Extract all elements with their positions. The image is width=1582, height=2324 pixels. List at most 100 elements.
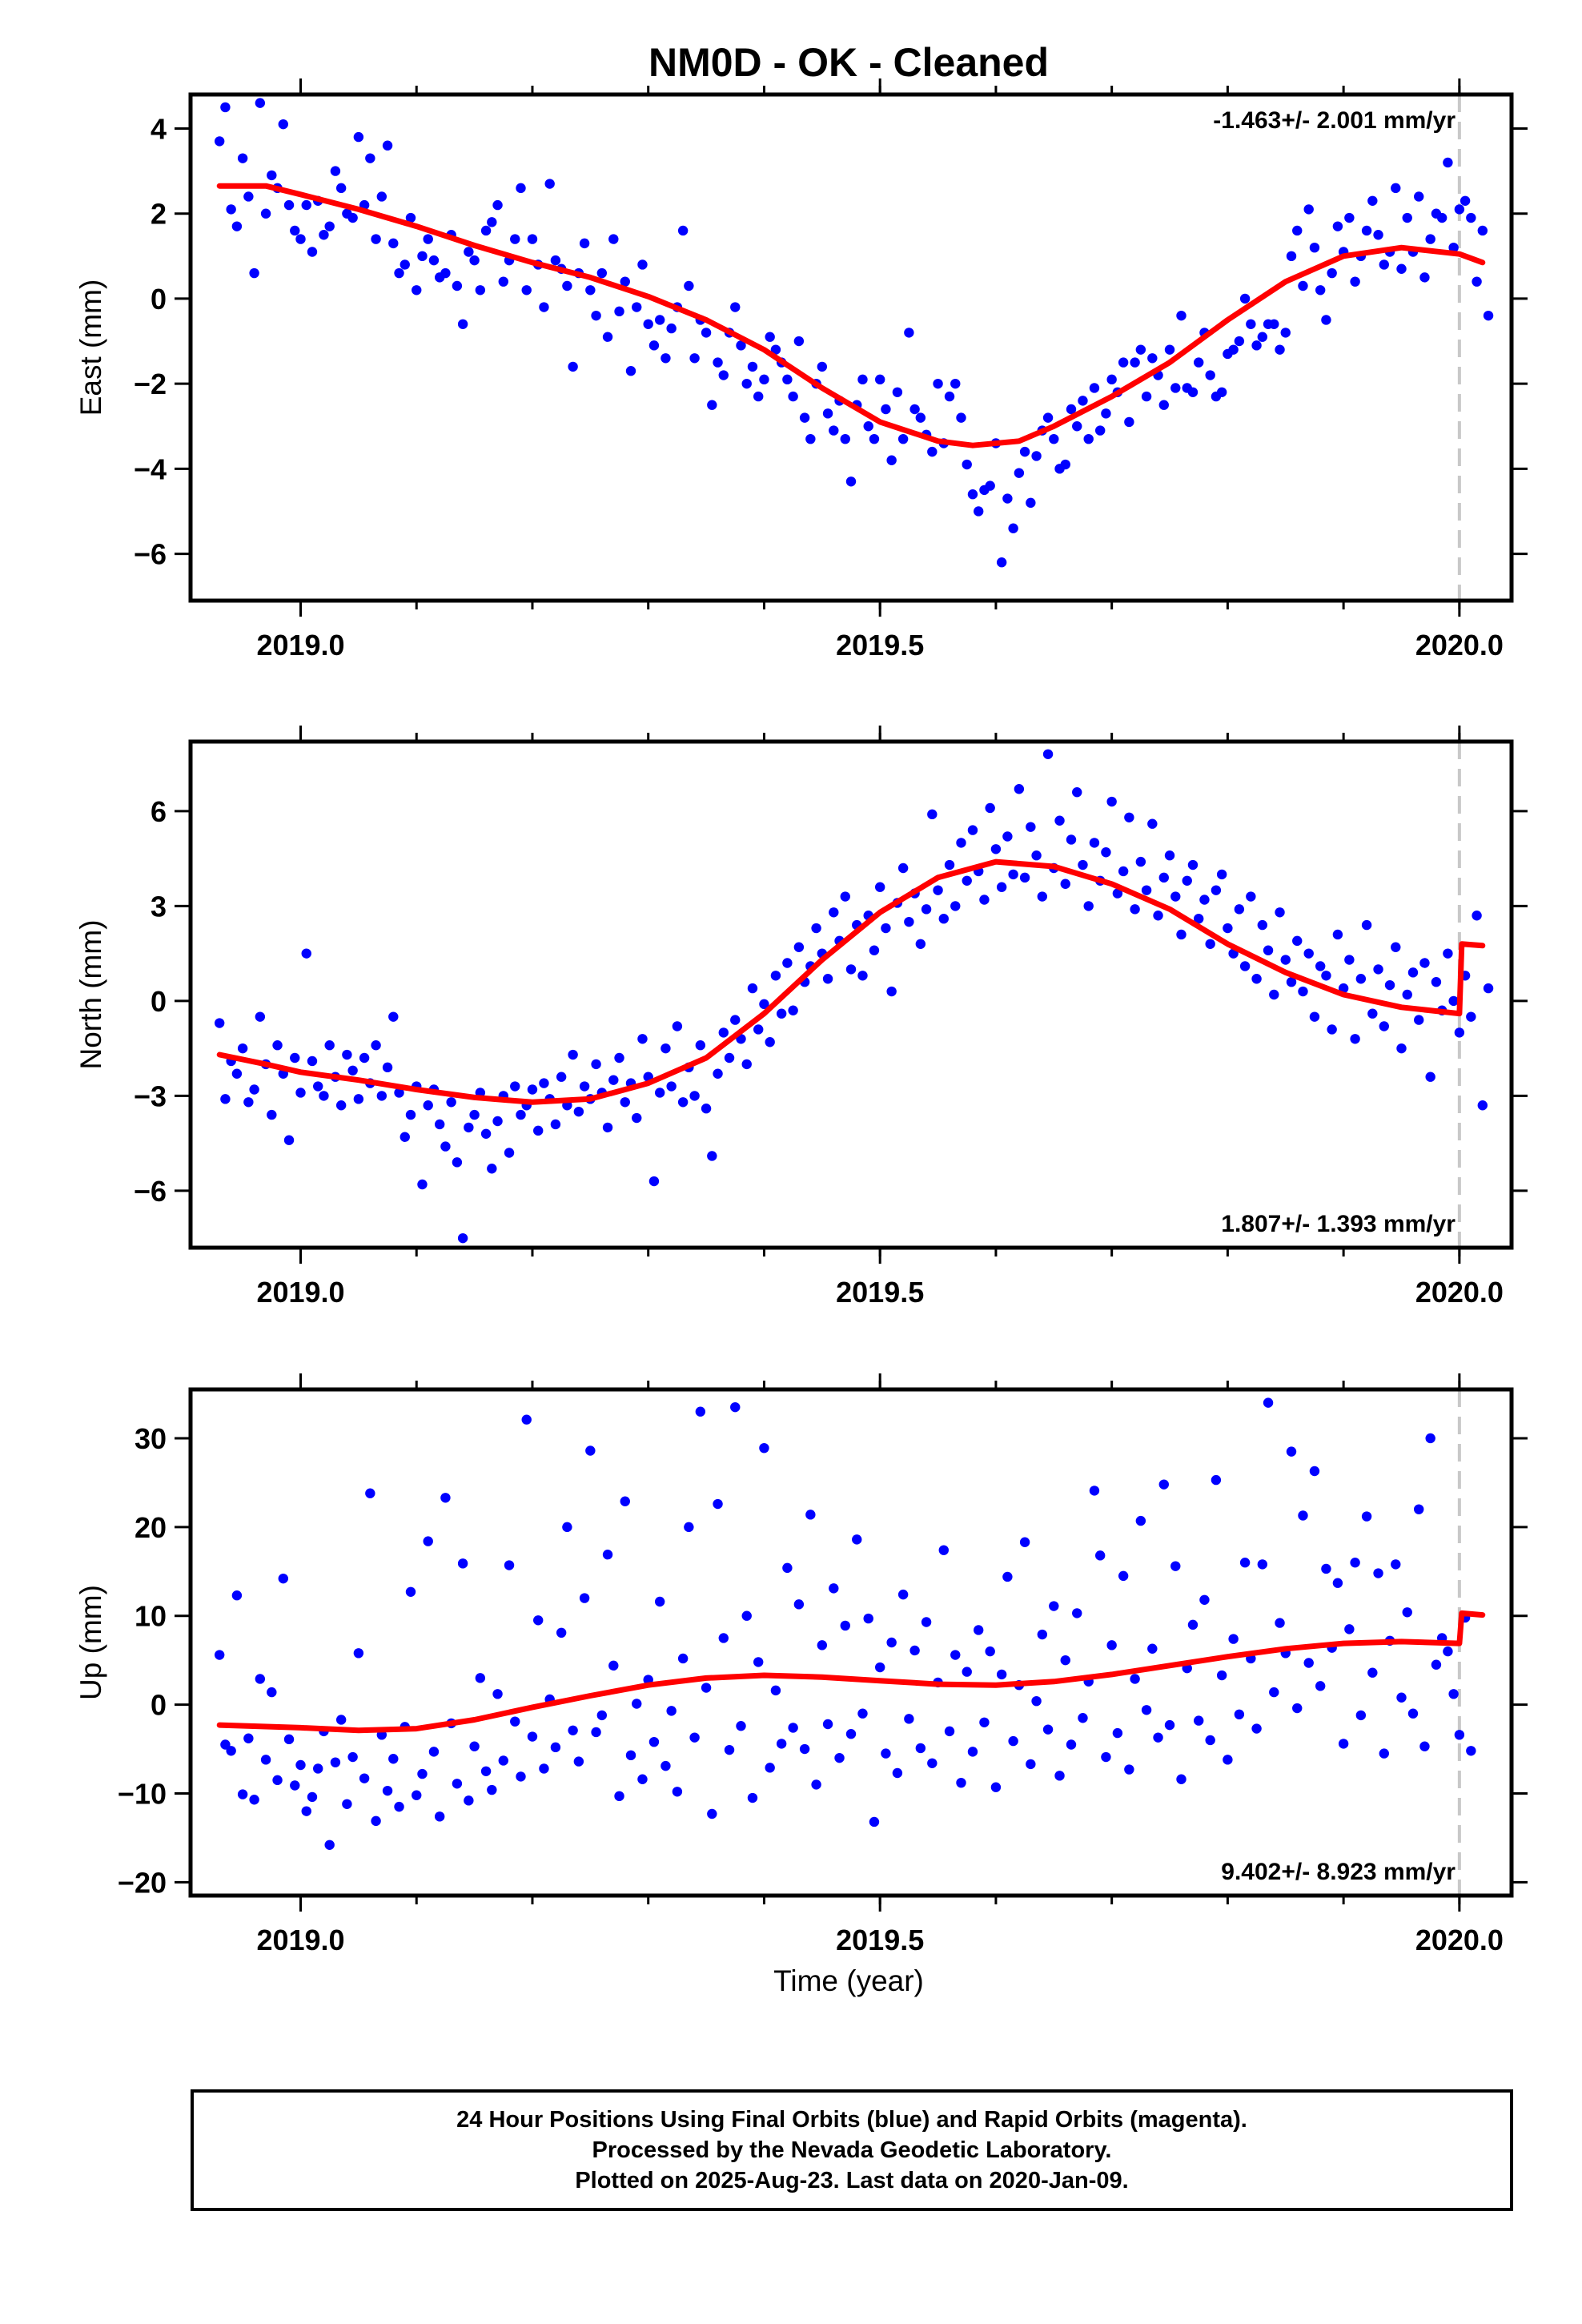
north-data-point — [504, 1148, 515, 1158]
up-data-point — [776, 1739, 787, 1749]
up-fit-line — [216, 1610, 1486, 1734]
east-data-point — [1026, 497, 1036, 509]
north-data-point — [1419, 958, 1430, 968]
north-y-tick-label: 0 — [151, 985, 167, 1018]
footer-caption-box: 24 Hour Positions Using Final Orbits (bl… — [191, 2089, 1513, 2211]
east-data-point — [632, 302, 642, 312]
up-data-point — [550, 1742, 561, 1753]
north-data-point — [1083, 901, 1094, 911]
up-data-point — [747, 1792, 758, 1803]
east-data-point — [382, 140, 393, 151]
up-data-point — [950, 1650, 961, 1660]
up-data-point — [956, 1777, 966, 1788]
up-data-point — [394, 1801, 404, 1812]
east-x-tick-label: 2019.5 — [836, 629, 924, 661]
east-data-point — [1072, 421, 1082, 432]
east-data-point — [962, 459, 972, 470]
north-data-point — [979, 895, 990, 905]
up-data-point — [1187, 1619, 1199, 1630]
east-data-point — [1298, 280, 1308, 292]
north-data-point — [1164, 850, 1175, 861]
east-data-point — [428, 255, 440, 266]
north-data-point — [1303, 948, 1314, 959]
north-data-point — [1286, 977, 1297, 987]
up-data-point — [1396, 1692, 1407, 1703]
north-data-point — [464, 1122, 474, 1133]
up-data-point — [608, 1660, 619, 1671]
north-data-point — [1141, 885, 1152, 895]
east-data-point — [1019, 446, 1030, 457]
north-data-point — [1355, 974, 1367, 984]
east-data-point — [684, 280, 694, 292]
north-data-point — [440, 1141, 451, 1152]
north-data-point — [1124, 812, 1134, 822]
north-data-point — [1425, 1072, 1435, 1082]
up-data-point — [1049, 1601, 1059, 1611]
north-data-point — [324, 1040, 335, 1051]
east-data-point — [283, 199, 295, 211]
up-data-point — [388, 1754, 399, 1764]
east-data-point — [741, 378, 752, 389]
up-data-point — [510, 1716, 520, 1727]
up-data-point — [1026, 1759, 1036, 1770]
up-data-point — [412, 1790, 422, 1800]
north-y-tick-label: 3 — [151, 890, 167, 923]
up-data-point — [1072, 1608, 1082, 1618]
north-data-point — [741, 1059, 752, 1070]
up-data-point — [1419, 1741, 1430, 1751]
east-data-point — [1187, 387, 1199, 397]
up-data-point — [793, 1599, 805, 1610]
up-data-point — [1402, 1607, 1412, 1618]
up-data-point — [718, 1633, 729, 1643]
up-data-point — [1089, 1486, 1100, 1496]
east-velocity-label: -1.463+/- 2.001 mm/yr — [1213, 107, 1456, 134]
up-data-point — [1205, 1735, 1215, 1746]
footer-line-processed: Processed by the Nevada Geodetic Laborat… — [592, 2137, 1112, 2163]
up-data-point — [475, 1673, 486, 1683]
up-data-point — [974, 1625, 984, 1635]
east-y-tick-label: −6 — [134, 538, 167, 571]
east-y-tick-label: 4 — [151, 112, 167, 145]
east-data-point — [1309, 242, 1320, 253]
up-data-point — [730, 1401, 741, 1413]
up-data-point — [417, 1768, 428, 1779]
up-x-tick-label: 2019.0 — [256, 1924, 344, 1956]
north-data-point — [782, 958, 793, 968]
east-data-point — [365, 153, 375, 163]
up-data-point — [990, 1782, 1002, 1792]
north-data-point — [608, 1075, 619, 1085]
east-data-point — [400, 259, 410, 270]
up-data-point — [568, 1725, 578, 1735]
up-data-point — [428, 1747, 440, 1757]
east-data-point — [1303, 204, 1314, 215]
north-y-axis-title: North (mm) — [74, 919, 107, 1069]
east-data-point — [730, 302, 741, 312]
up-data-point — [713, 1498, 723, 1510]
up-x-tick-label: 2020.0 — [1415, 1924, 1504, 1956]
east-data-point — [1286, 251, 1297, 262]
east-data-point — [805, 433, 816, 444]
up-data-point — [869, 1816, 880, 1827]
east-data-point — [643, 319, 653, 329]
east-data-point — [956, 412, 966, 423]
east-data-point — [1257, 332, 1268, 342]
east-data-point — [1101, 408, 1111, 419]
east-data-point — [1002, 493, 1013, 504]
up-data-point — [770, 1685, 781, 1696]
north-data-point — [921, 904, 932, 915]
up-data-point — [562, 1522, 572, 1533]
east-data-point — [927, 446, 938, 457]
up-data-point — [231, 1590, 243, 1601]
up-data-point — [313, 1763, 323, 1774]
up-data-point — [1228, 1634, 1239, 1644]
up-data-point — [440, 1493, 451, 1503]
east-data-point — [1402, 212, 1412, 223]
east-data-point — [788, 391, 798, 402]
north-data-point — [1239, 961, 1251, 971]
up-data-point — [487, 1784, 497, 1795]
up-data-point — [290, 1780, 300, 1791]
up-data-point — [1391, 1559, 1401, 1570]
north-data-point — [319, 1091, 329, 1101]
